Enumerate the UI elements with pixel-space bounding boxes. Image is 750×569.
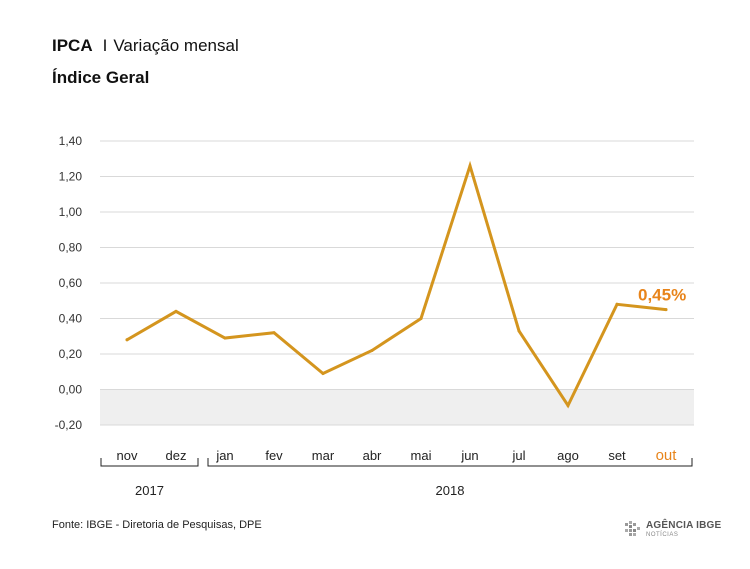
y-tick-label: 0,40 (59, 312, 83, 326)
x-tick-label: jan (215, 448, 233, 463)
year-label: 2017 (135, 483, 164, 498)
data-point (566, 403, 570, 407)
gridlines (100, 140, 694, 426)
series-layer (125, 160, 668, 409)
logo-subtitle: NOTÍCIAS (646, 532, 679, 538)
annotation-layer: 0,45% (638, 286, 686, 305)
ibge-logo-icon (625, 521, 640, 536)
x-tick-label: mar (312, 448, 335, 463)
title-line: IPCA I Variação mensal (52, 34, 239, 58)
data-point (370, 348, 374, 352)
data-point (272, 331, 276, 335)
y-tick-label: 0,20 (59, 347, 83, 361)
negative-band-layer (100, 389, 694, 425)
year-bracket (207, 458, 693, 467)
year-label: 2018 (436, 483, 465, 498)
x-tick-label: jul (511, 448, 525, 463)
data-point (174, 309, 178, 313)
y-tick-label: 0,60 (59, 276, 83, 290)
data-point (419, 317, 423, 320)
year-bracket (100, 458, 199, 467)
data-point (321, 372, 325, 376)
data-point (615, 302, 619, 306)
x-axis: nov dez jan fev mar abr mai jun jul ago set out (117, 447, 678, 464)
y-tick-label: -0,20 (55, 418, 83, 432)
logo-title: AGÊNCIA IBGE (646, 520, 722, 531)
x-tick-label: mai (411, 448, 432, 463)
y-tick-label: 1,20 (59, 170, 83, 184)
chart-title: IPCA (52, 36, 93, 55)
source-note: Fonte: IBGE - Diretoria de Pesquisas, DP… (52, 519, 262, 531)
x-tick-label: ago (557, 448, 579, 463)
negative-band (100, 389, 694, 425)
x-tick-label: set (608, 448, 626, 463)
chart-title-suffix: Variação mensal (113, 36, 239, 55)
x-tick-label: dez (166, 448, 187, 463)
data-point (468, 164, 472, 168)
chart-header: IPCA I Variação mensal Índice Geral (52, 34, 239, 90)
data-point (664, 308, 668, 312)
year-groups: 2017 2018 (100, 458, 693, 498)
data-point (517, 329, 521, 333)
y-axis: -0,20 0,00 0,20 0,40 0,60 0,80 1,00 1,20 1,40 (55, 134, 83, 432)
y-tick-label: 1,00 (59, 205, 83, 219)
x-tick-label: fev (265, 448, 283, 463)
title-separator: I (102, 36, 108, 55)
x-tick-label: jun (460, 448, 478, 463)
data-point (125, 338, 129, 342)
chart-subtitle: Índice Geral (52, 68, 150, 87)
x-tick-label: abr (363, 448, 382, 463)
series-line (125, 160, 668, 409)
value-annotation: 0,45% (638, 286, 686, 305)
x-tick-label: nov (117, 448, 138, 463)
y-tick-label: 0,00 (59, 383, 83, 397)
x-tick-label: out (656, 447, 678, 464)
data-point (223, 336, 227, 340)
y-tick-label: 1,40 (59, 134, 83, 148)
y-tick-label: 0,80 (59, 241, 83, 255)
